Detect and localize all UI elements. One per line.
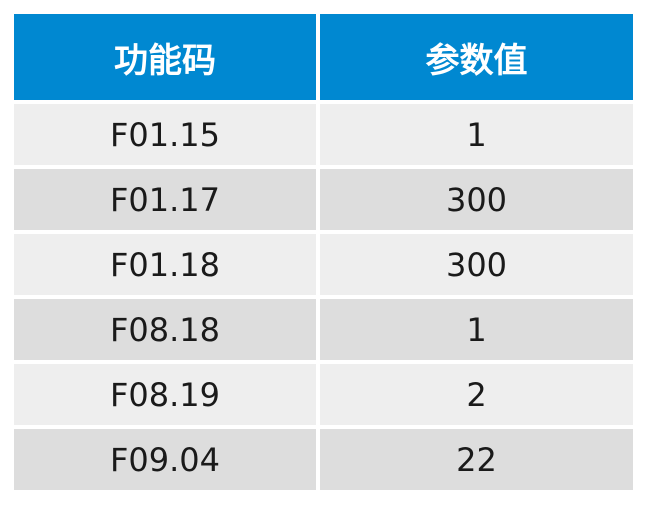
cell-function-code: F09.04: [14, 429, 316, 490]
cell-parameter-value: 22: [320, 429, 633, 490]
cell-parameter-value: 2: [320, 364, 633, 425]
cell-parameter-value: 300: [320, 234, 633, 295]
cell-function-code: F08.19: [14, 364, 316, 425]
parameter-table: 功能码 参数值 F01.15 1 F01.17 300 F01.18 300 F…: [14, 14, 633, 490]
cell-function-code: F08.18: [14, 299, 316, 360]
cell-parameter-value: 1: [320, 299, 633, 360]
cell-function-code: F01.18: [14, 234, 316, 295]
header-function-code: 功能码: [14, 14, 316, 100]
cell-function-code: F01.17: [14, 169, 316, 230]
cell-parameter-value: 1: [320, 104, 633, 165]
header-parameter-value: 参数值: [320, 14, 633, 100]
cell-parameter-value: 300: [320, 169, 633, 230]
cell-function-code: F01.15: [14, 104, 316, 165]
